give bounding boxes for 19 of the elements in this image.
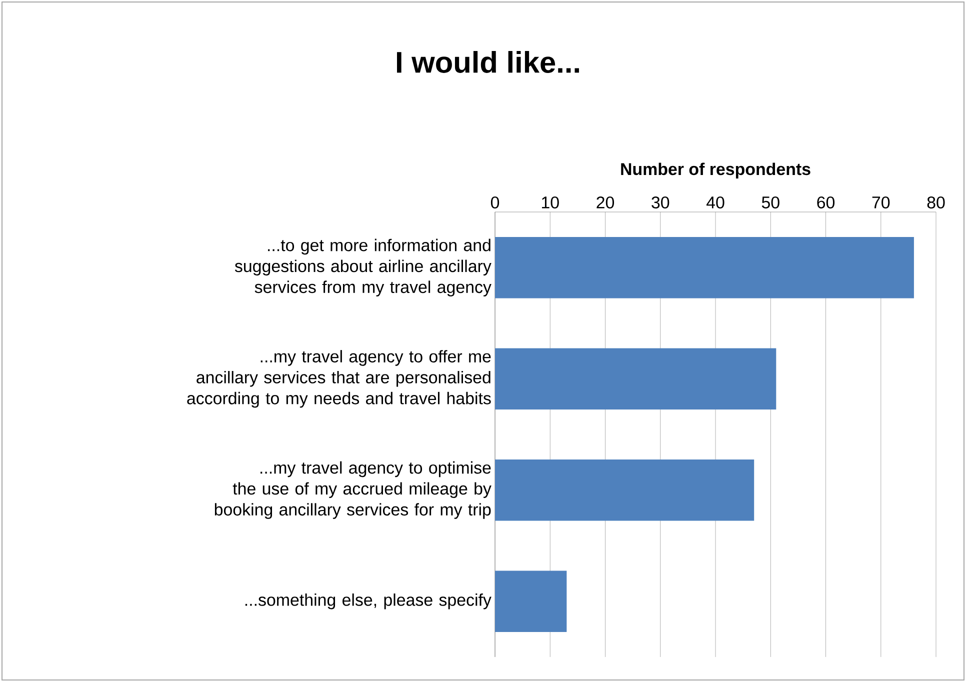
x-tick-label: 70 — [872, 196, 890, 208]
bar — [495, 348, 776, 410]
x-tick-label: 50 — [762, 196, 780, 208]
x-tick-label: 0 — [490, 196, 500, 208]
x-tick-label: 80 — [927, 196, 945, 208]
x-tick-label: 40 — [706, 196, 724, 208]
y-tick-label: ...something else, please specify — [245, 593, 492, 610]
x-tick-label: 20 — [596, 196, 614, 208]
y-tick-label: ...my travel agency to optimise the use of my accrued mileage by booking ancillary services for my trip — [214, 461, 492, 519]
bar — [495, 237, 914, 298]
y-tick-label: ...my travel agency to offer me ancillary services that are personalised according to my needs and travel habits — [187, 350, 491, 408]
x-tick-label: 60 — [817, 196, 835, 208]
x-axis-title: Number of respondents — [621, 162, 810, 178]
x-tick-label: 10 — [542, 196, 559, 208]
bar — [495, 570, 567, 632]
x-tick-label: 30 — [652, 196, 670, 208]
bar — [495, 460, 754, 521]
y-tick-label: ...to get more information and suggestions about airline ancillary services from my travel agency — [234, 238, 492, 296]
chart-title: I would like... — [397, 51, 579, 73]
